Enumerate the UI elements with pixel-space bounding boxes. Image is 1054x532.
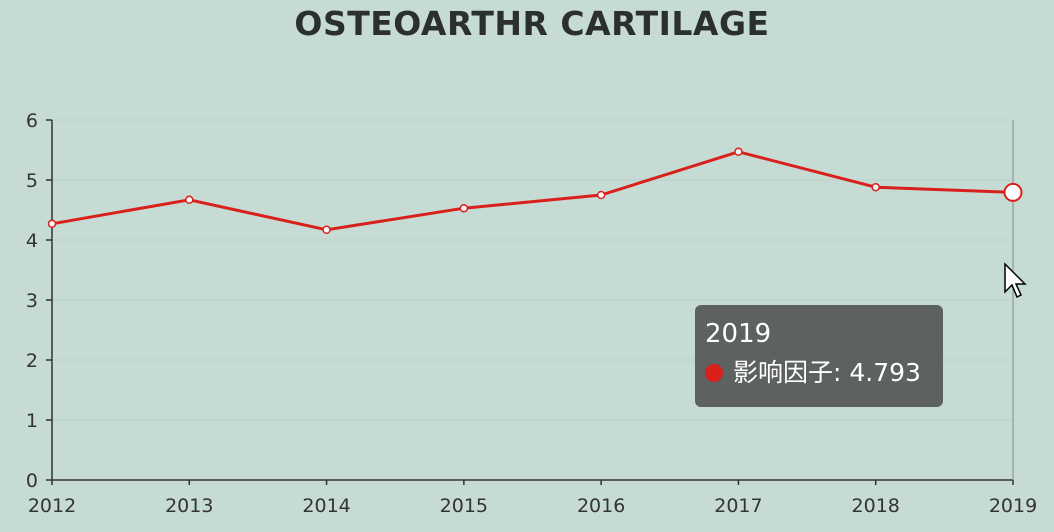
series-line [51, 150, 1014, 232]
series-marker-icon [705, 364, 723, 382]
y-tick-label: 6 [26, 110, 38, 132]
tooltip: 2019 影响因子: 4.793 [695, 305, 943, 407]
y-tick-label: 2 [26, 350, 38, 372]
data-point [459, 203, 469, 213]
x-tick-label: 2013 [165, 495, 213, 517]
data-point [596, 190, 606, 200]
x-tick-label: 2018 [852, 495, 900, 517]
x-tick-label: 2014 [302, 495, 350, 517]
x-tick-label: 2017 [714, 495, 762, 517]
data-point-highlighted [1003, 182, 1023, 202]
x-tick-label: 2015 [440, 495, 488, 517]
data-point [47, 219, 57, 229]
data-point [322, 225, 331, 235]
x-tick-label: 2019 [989, 495, 1037, 517]
y-tick-label: 3 [26, 290, 38, 312]
y-tick-label: 0 [26, 470, 38, 492]
x-tick-label: 2016 [577, 495, 625, 517]
data-point [185, 195, 194, 205]
y-tick-label: 1 [26, 410, 38, 432]
y-tick-label: 4 [26, 230, 38, 252]
mouse-cursor-icon [1004, 262, 1027, 299]
tooltip-title: 2019 [705, 319, 772, 349]
data-point [734, 147, 743, 157]
tooltip-label: 影响因子: 4.793 [733, 358, 921, 387]
x-tick-label: 2012 [28, 495, 76, 517]
tooltip-row: 影响因子: 4.793 [705, 353, 933, 393]
data-point [871, 182, 880, 192]
chart-title: OSTEOARTHR CARTILAGE [294, 4, 770, 43]
y-tick-label: 5 [26, 170, 38, 192]
